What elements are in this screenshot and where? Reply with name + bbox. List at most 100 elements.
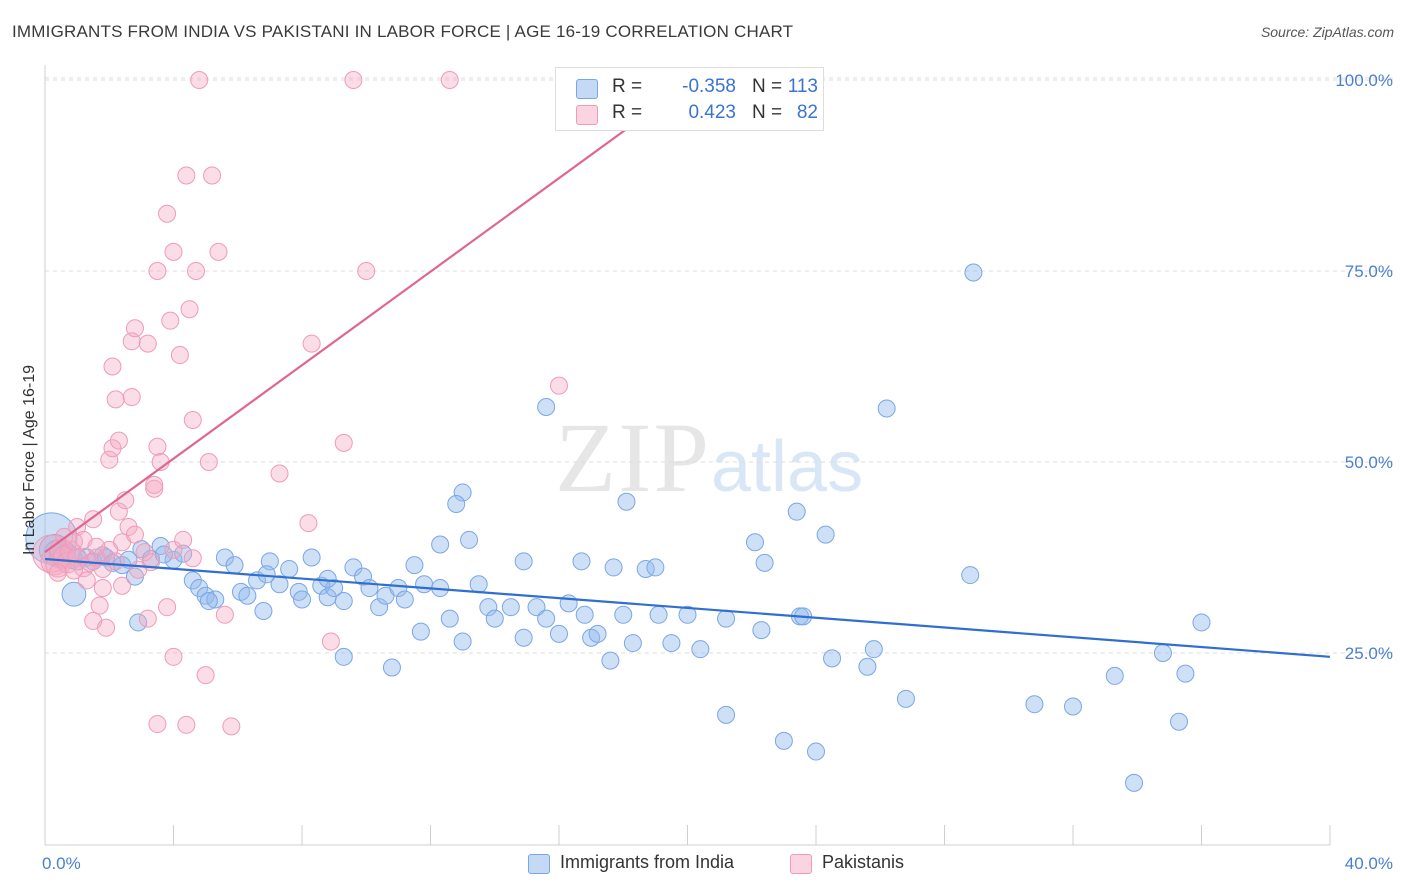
trend-line-india xyxy=(44,557,1331,658)
point-india xyxy=(129,613,148,632)
point-pakistani xyxy=(164,242,183,261)
point-india xyxy=(479,598,498,617)
point-india xyxy=(678,605,697,624)
point-india xyxy=(636,559,655,578)
legend-swatch-pakistani xyxy=(790,854,812,874)
tick-labels: 25.0% 50.0% 75.0% 100.0% 0.0% 40.0% xyxy=(42,71,1393,873)
point-india xyxy=(61,581,87,607)
legend-r-label: R = xyxy=(612,102,643,123)
point-pakistani xyxy=(158,598,177,617)
point-pakistani xyxy=(129,560,148,579)
point-pakistani xyxy=(174,530,193,549)
point-india xyxy=(225,556,244,575)
point-india xyxy=(190,579,209,598)
point-pakistani xyxy=(183,410,202,429)
point-india xyxy=(691,640,710,659)
point-pakistani xyxy=(180,300,199,319)
grid-lines xyxy=(45,77,1395,654)
point-india xyxy=(270,575,289,594)
point-india xyxy=(431,535,450,554)
trend-line-pakistani xyxy=(44,79,695,554)
point-india xyxy=(501,598,520,617)
point-pakistani xyxy=(106,390,125,409)
point-india xyxy=(864,640,883,659)
point-india xyxy=(774,731,793,750)
point-india xyxy=(382,658,401,677)
point-india xyxy=(601,651,620,670)
legend-r-value: 0.423 xyxy=(688,102,736,123)
point-pakistani xyxy=(299,514,318,533)
point-india xyxy=(1192,613,1211,632)
point-india xyxy=(575,605,594,624)
point-pakistani xyxy=(97,618,116,637)
point-india xyxy=(293,590,311,609)
point-india xyxy=(318,569,337,588)
point-pakistani xyxy=(125,319,144,338)
point-india xyxy=(174,544,193,563)
stats-legend: R = -0.358 N = 113 R = 0.423 N = 82 xyxy=(555,67,824,131)
y-axis-label: In Labor Force | Age 16-19 xyxy=(21,365,38,555)
legend-n-label: N = xyxy=(752,76,783,97)
point-india xyxy=(238,586,257,605)
legend-r-label: R = xyxy=(612,76,643,97)
point-pakistani xyxy=(103,357,122,376)
point-india xyxy=(816,525,835,544)
legend-r-value: -0.358 xyxy=(682,76,736,97)
point-india xyxy=(527,598,546,617)
point-pakistani xyxy=(321,632,340,651)
point-india xyxy=(550,624,568,643)
point-india xyxy=(206,590,225,609)
point-pakistani xyxy=(164,540,183,559)
point-india xyxy=(257,565,276,584)
point-india xyxy=(215,548,234,567)
point-india xyxy=(1170,712,1189,731)
trend-lines xyxy=(44,79,1331,658)
y-tick-label: 25.0% xyxy=(1345,644,1393,663)
legend-swatch-india xyxy=(528,854,550,874)
point-pakistani xyxy=(550,376,568,395)
point-india xyxy=(485,609,504,628)
point-india xyxy=(325,579,344,598)
point-india xyxy=(588,624,607,643)
point-india xyxy=(254,601,273,620)
point-india xyxy=(623,634,642,653)
point-india xyxy=(537,609,556,628)
source-label[interactable]: Source: ZipAtlas.com xyxy=(1260,24,1394,40)
point-india xyxy=(199,592,218,611)
point-india xyxy=(604,558,623,577)
point-pakistani xyxy=(77,571,96,590)
point-india xyxy=(807,742,825,761)
point-pakistani xyxy=(103,439,122,458)
chart-title: IMMIGRANTS FROM INDIA VS PAKISTANI IN LA… xyxy=(12,22,794,41)
y-tick-label: 50.0% xyxy=(1345,453,1393,472)
point-india xyxy=(896,689,915,708)
point-pakistani xyxy=(334,433,353,452)
point-india xyxy=(1176,664,1195,683)
legend-n-value: 82 xyxy=(796,102,818,123)
point-india xyxy=(646,558,665,577)
point-pakistani xyxy=(222,717,241,736)
x-tick-label-min: 0.0% xyxy=(42,854,81,873)
point-india xyxy=(280,559,299,578)
point-india xyxy=(453,632,472,651)
point-pakistani xyxy=(145,475,164,494)
watermark-atlas: atlas xyxy=(711,427,864,507)
point-pakistani xyxy=(302,334,321,353)
point-india xyxy=(745,533,764,552)
legend-label-pakistani: Pakistanis xyxy=(822,852,905,872)
point-pakistani xyxy=(161,311,180,330)
watermark: ZIPatlas xyxy=(555,400,863,515)
series-pakistani-points xyxy=(32,71,568,736)
point-pakistani xyxy=(158,204,177,223)
point-pakistani xyxy=(113,576,132,595)
y-tick-label: 75.0% xyxy=(1345,262,1393,281)
point-india xyxy=(447,495,466,514)
point-pakistani xyxy=(148,437,167,456)
point-pakistani xyxy=(106,552,125,571)
point-india xyxy=(877,399,896,418)
point-pakistani xyxy=(90,596,109,615)
point-pakistani xyxy=(209,242,228,261)
point-pakistani xyxy=(148,262,167,280)
point-india xyxy=(344,558,363,577)
